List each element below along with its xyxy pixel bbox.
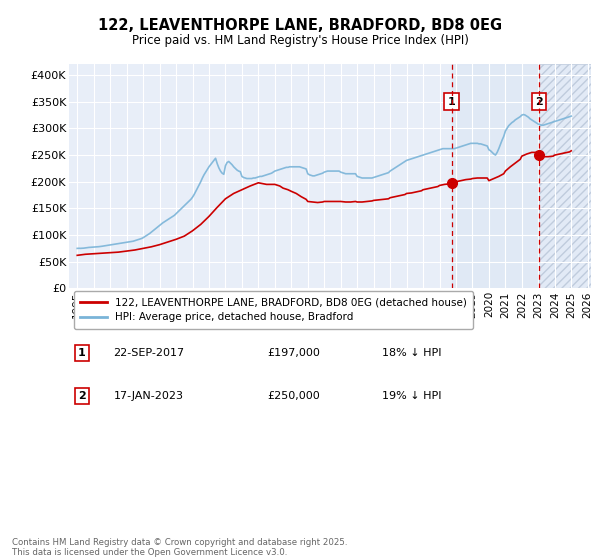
Bar	[452, 64, 539, 288]
Text: £197,000: £197,000	[268, 348, 320, 358]
Text: 17-JAN-2023: 17-JAN-2023	[113, 391, 184, 401]
Legend: 122, LEAVENTHORPE LANE, BRADFORD, BD8 0EG (detached house), HPI: Average price, : 122, LEAVENTHORPE LANE, BRADFORD, BD8 0E…	[74, 291, 473, 329]
Text: 122, LEAVENTHORPE LANE, BRADFORD, BD8 0EG: 122, LEAVENTHORPE LANE, BRADFORD, BD8 0E…	[98, 18, 502, 33]
Text: £250,000: £250,000	[268, 391, 320, 401]
Bar	[539, 64, 591, 288]
Bar	[539, 64, 591, 288]
Text: 1: 1	[448, 97, 455, 107]
Text: Price paid vs. HM Land Registry's House Price Index (HPI): Price paid vs. HM Land Registry's House …	[131, 34, 469, 46]
Text: 18% ↓ HPI: 18% ↓ HPI	[382, 348, 442, 358]
Text: Contains HM Land Registry data © Crown copyright and database right 2025.
This d: Contains HM Land Registry data © Crown c…	[12, 538, 347, 557]
Text: 22-SEP-2017: 22-SEP-2017	[113, 348, 184, 358]
Text: 2: 2	[78, 391, 86, 401]
Text: 2: 2	[535, 97, 543, 107]
Text: 1: 1	[78, 348, 86, 358]
Text: 19% ↓ HPI: 19% ↓ HPI	[382, 391, 442, 401]
